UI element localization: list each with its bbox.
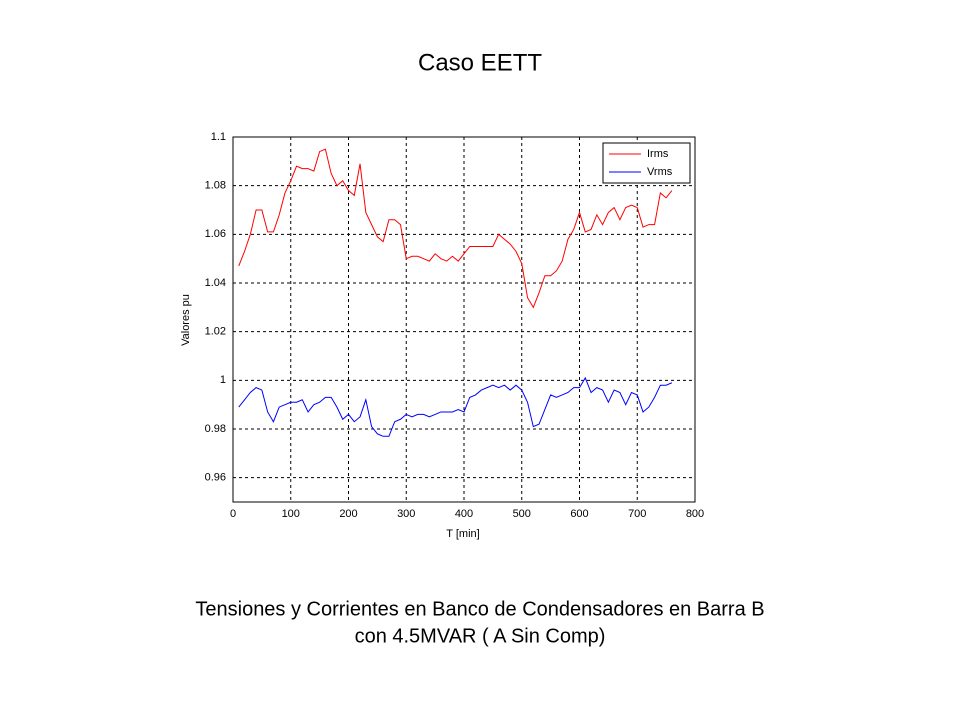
legend-label: Irms: [647, 148, 669, 160]
caption: Tensiones y Corrientes en Banco de Conde…: [195, 598, 764, 620]
y-axis-label: Valores pu: [180, 294, 192, 346]
axes-box: [232, 136, 696, 503]
x-tick-label: 700: [628, 508, 646, 520]
legend-label: Vrms: [647, 166, 673, 178]
x-tick-label: 600: [570, 508, 588, 520]
y-tick-label: 0.96: [205, 472, 226, 484]
x-tick-label: 800: [686, 508, 704, 520]
data-line: [238, 376, 673, 437]
x-tick-label: 400: [455, 508, 473, 520]
legend-box: [602, 142, 691, 184]
y-tick-label: 1.06: [205, 228, 226, 240]
caption: con 4.5MVAR ( A Sin Comp): [355, 625, 606, 647]
y-tick-label: 1.1: [211, 131, 226, 143]
data-line: [238, 148, 673, 309]
x-tick-label: 200: [339, 508, 357, 520]
y-tick-label: 0.98: [205, 423, 226, 435]
slide-title: Caso EETT: [418, 49, 542, 76]
x-tick-label: 100: [282, 508, 300, 520]
y-tick-label: 1: [220, 374, 226, 386]
x-tick-label: 300: [397, 508, 415, 520]
x-tick-label: 500: [513, 508, 531, 520]
y-tick-label: 1.08: [205, 180, 226, 192]
y-tick-label: 1.02: [205, 326, 226, 338]
x-tick-label: 0: [230, 508, 236, 520]
y-tick-label: 1.04: [205, 277, 226, 289]
x-axis-label: T [min]: [446, 528, 479, 540]
